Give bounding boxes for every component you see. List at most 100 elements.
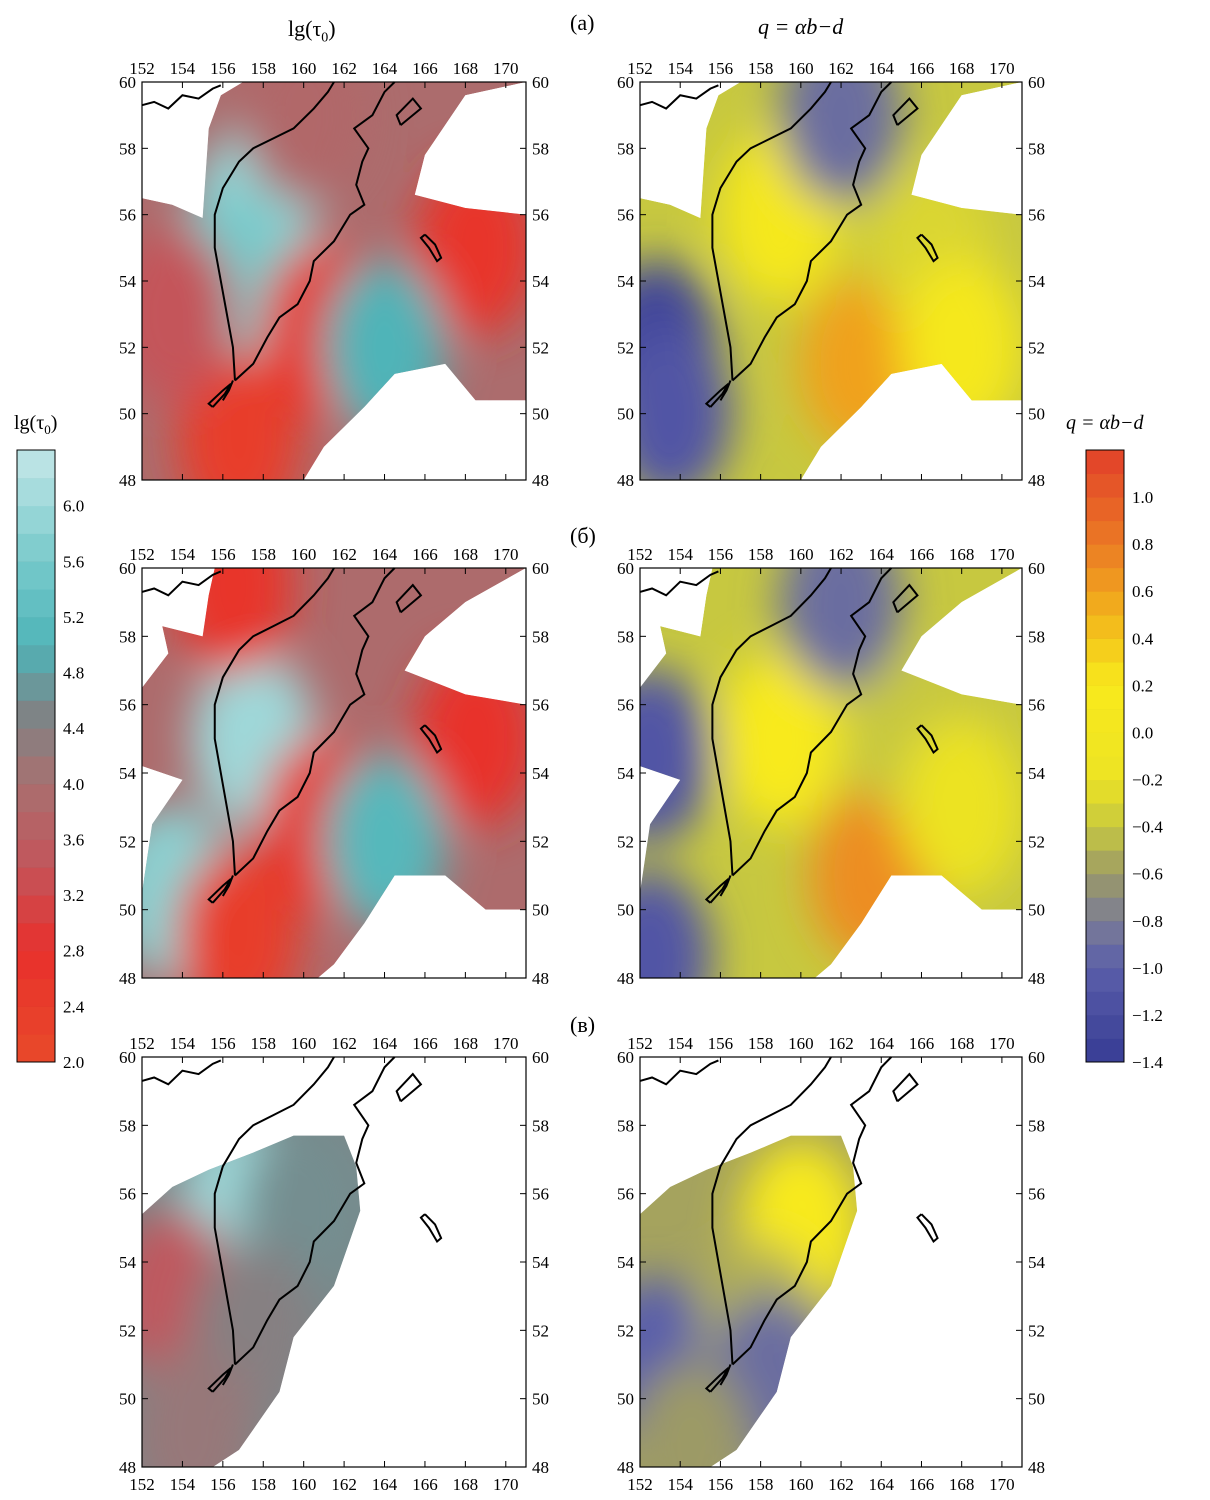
y-tick-label-left: 50	[119, 901, 136, 920]
lgtau-colorbar-title: lg(τ0)	[14, 412, 58, 437]
y-tick-label-left: 58	[119, 1116, 136, 1135]
x-tick-label: 170	[493, 59, 519, 78]
coast-kamchatka-east	[731, 1056, 893, 1366]
coast-karaginsky	[395, 1072, 423, 1103]
x-tick-label: 168	[949, 59, 975, 78]
coast-kamchatka-east	[234, 1056, 396, 1366]
y-tick-label-left: 48	[617, 471, 634, 490]
colorbar-tick-label: 5.2	[63, 608, 84, 627]
y-tick-label-left: 48	[617, 969, 634, 988]
y-tick-label-left: 56	[617, 696, 634, 715]
coast-bering-island	[916, 233, 939, 263]
colorbar-swatch	[17, 477, 55, 507]
y-tick-label-left: 48	[119, 471, 136, 490]
coast-kamchatka-west	[711, 1056, 832, 1365]
y-tick-label-right: 60	[532, 559, 549, 578]
colorbar-tick-label: −0.8	[1132, 912, 1163, 931]
coast-karaginsky	[395, 97, 423, 126]
colorbar-tick-label: 4.8	[63, 664, 84, 683]
x-tick-label: 156	[708, 59, 734, 78]
x-tick-label-bottom: 168	[949, 1475, 975, 1494]
field-region-4	[142, 1344, 255, 1467]
x-tick-label: 152	[129, 545, 155, 564]
colorbar-tick-label: 0.8	[1132, 535, 1153, 554]
y-tick-label-left: 50	[617, 405, 634, 424]
colorbar-swatch	[1086, 450, 1124, 475]
y-tick-label-left: 54	[119, 1253, 137, 1272]
panel-label-b: (б)	[570, 523, 596, 548]
colorbar-frame	[16, 449, 56, 1063]
axes-map-b-q: 152 154 156 158 160 162 164 166 168 170 48 48 50 50 52…	[617, 545, 1046, 988]
y-tick-label-left: 58	[119, 627, 136, 646]
y-tick-label-left: 60	[617, 1048, 634, 1067]
field-region-4	[779, 82, 904, 204]
coast-paramushir	[704, 1367, 730, 1393]
colorbar-swatch	[17, 616, 55, 646]
coast-kamchatka-west	[711, 81, 832, 381]
coast-kamchatka-east	[731, 567, 893, 877]
x-tick-label: 164	[372, 59, 398, 78]
x-tick-label: 154	[170, 59, 196, 78]
y-tick-label-left: 50	[617, 1390, 634, 1409]
coastline	[141, 1056, 443, 1393]
colorbar-swatch	[1086, 473, 1124, 498]
y-tick-label-left: 60	[119, 1048, 136, 1067]
colorbar-swatch	[17, 867, 55, 896]
field-map-a-lgtau	[142, 82, 526, 480]
y-tick-label-right: 60	[1028, 1048, 1045, 1067]
y-tick-label-right: 54	[532, 764, 550, 783]
colorbar-swatch	[17, 811, 55, 840]
panel-label-a: (a)	[570, 10, 595, 35]
coastline	[639, 1056, 939, 1393]
coast-paramushir	[207, 878, 232, 904]
x-tick-label: 152	[129, 59, 155, 78]
x-tick-label: 168	[453, 1034, 479, 1053]
field-region-2	[640, 325, 733, 480]
colorbar-swatch	[17, 1034, 55, 1063]
colorbar-swatch	[1086, 850, 1124, 875]
x-tick-label-bottom: 162	[828, 1475, 854, 1494]
colorbar-swatch	[17, 644, 55, 674]
x-tick-label: 152	[627, 1034, 653, 1053]
y-tick-label-right: 58	[532, 139, 549, 158]
colorbar-swatch	[1086, 967, 1124, 992]
coast-paramushir	[704, 383, 730, 408]
x-tick-label: 154	[667, 545, 693, 564]
y-tick-label-left: 52	[119, 832, 136, 851]
x-tick-label-bottom: 170	[989, 1475, 1015, 1494]
coast-north	[639, 1059, 719, 1086]
y-tick-label-left: 54	[617, 272, 635, 291]
coast-north	[639, 84, 719, 110]
x-tick-label: 154	[667, 1034, 693, 1053]
colorbar-tick-label: −1.2	[1132, 1006, 1163, 1025]
colorbar-swatch	[1086, 732, 1124, 757]
y-tick-label-right: 54	[1028, 1253, 1046, 1272]
y-tick-label-right: 60	[532, 73, 549, 92]
x-tick-label: 160	[291, 545, 317, 564]
x-tick-label: 152	[627, 545, 653, 564]
y-tick-label-right: 48	[1028, 471, 1045, 490]
coastline	[141, 567, 443, 904]
colorbar-swatch	[1086, 520, 1124, 545]
y-tick-label-left: 60	[617, 73, 634, 92]
y-tick-label-right: 60	[1028, 559, 1045, 578]
colorbar-swatch	[17, 700, 55, 729]
x-tick-label-bottom: 156	[210, 1475, 236, 1494]
coast-kamchatka-east	[234, 567, 396, 877]
coast-karaginsky	[892, 1072, 919, 1103]
x-tick-label: 170	[493, 545, 519, 564]
colorbar-swatch	[1086, 661, 1124, 686]
y-tick-label-left: 52	[119, 338, 136, 357]
y-tick-label-right: 48	[532, 1458, 549, 1477]
field-map-c-lgtau	[142, 1135, 361, 1467]
colorbar-swatch	[1086, 1014, 1124, 1039]
field-region-0	[718, 650, 843, 827]
field-region-6	[170, 568, 295, 674]
colorbars-group: 6.0 5.6 5.2 4.8 4.4 4.0 3.6 3.2 2.8 2.4 2.0 1.0 0.8 0…	[16, 449, 1163, 1072]
colorbar-swatch	[1086, 944, 1124, 969]
colorbar-swatch	[1086, 826, 1124, 851]
colorbar-swatch	[17, 895, 55, 924]
colorbar-swatch	[17, 533, 55, 562]
x-tick-label: 158	[251, 59, 277, 78]
